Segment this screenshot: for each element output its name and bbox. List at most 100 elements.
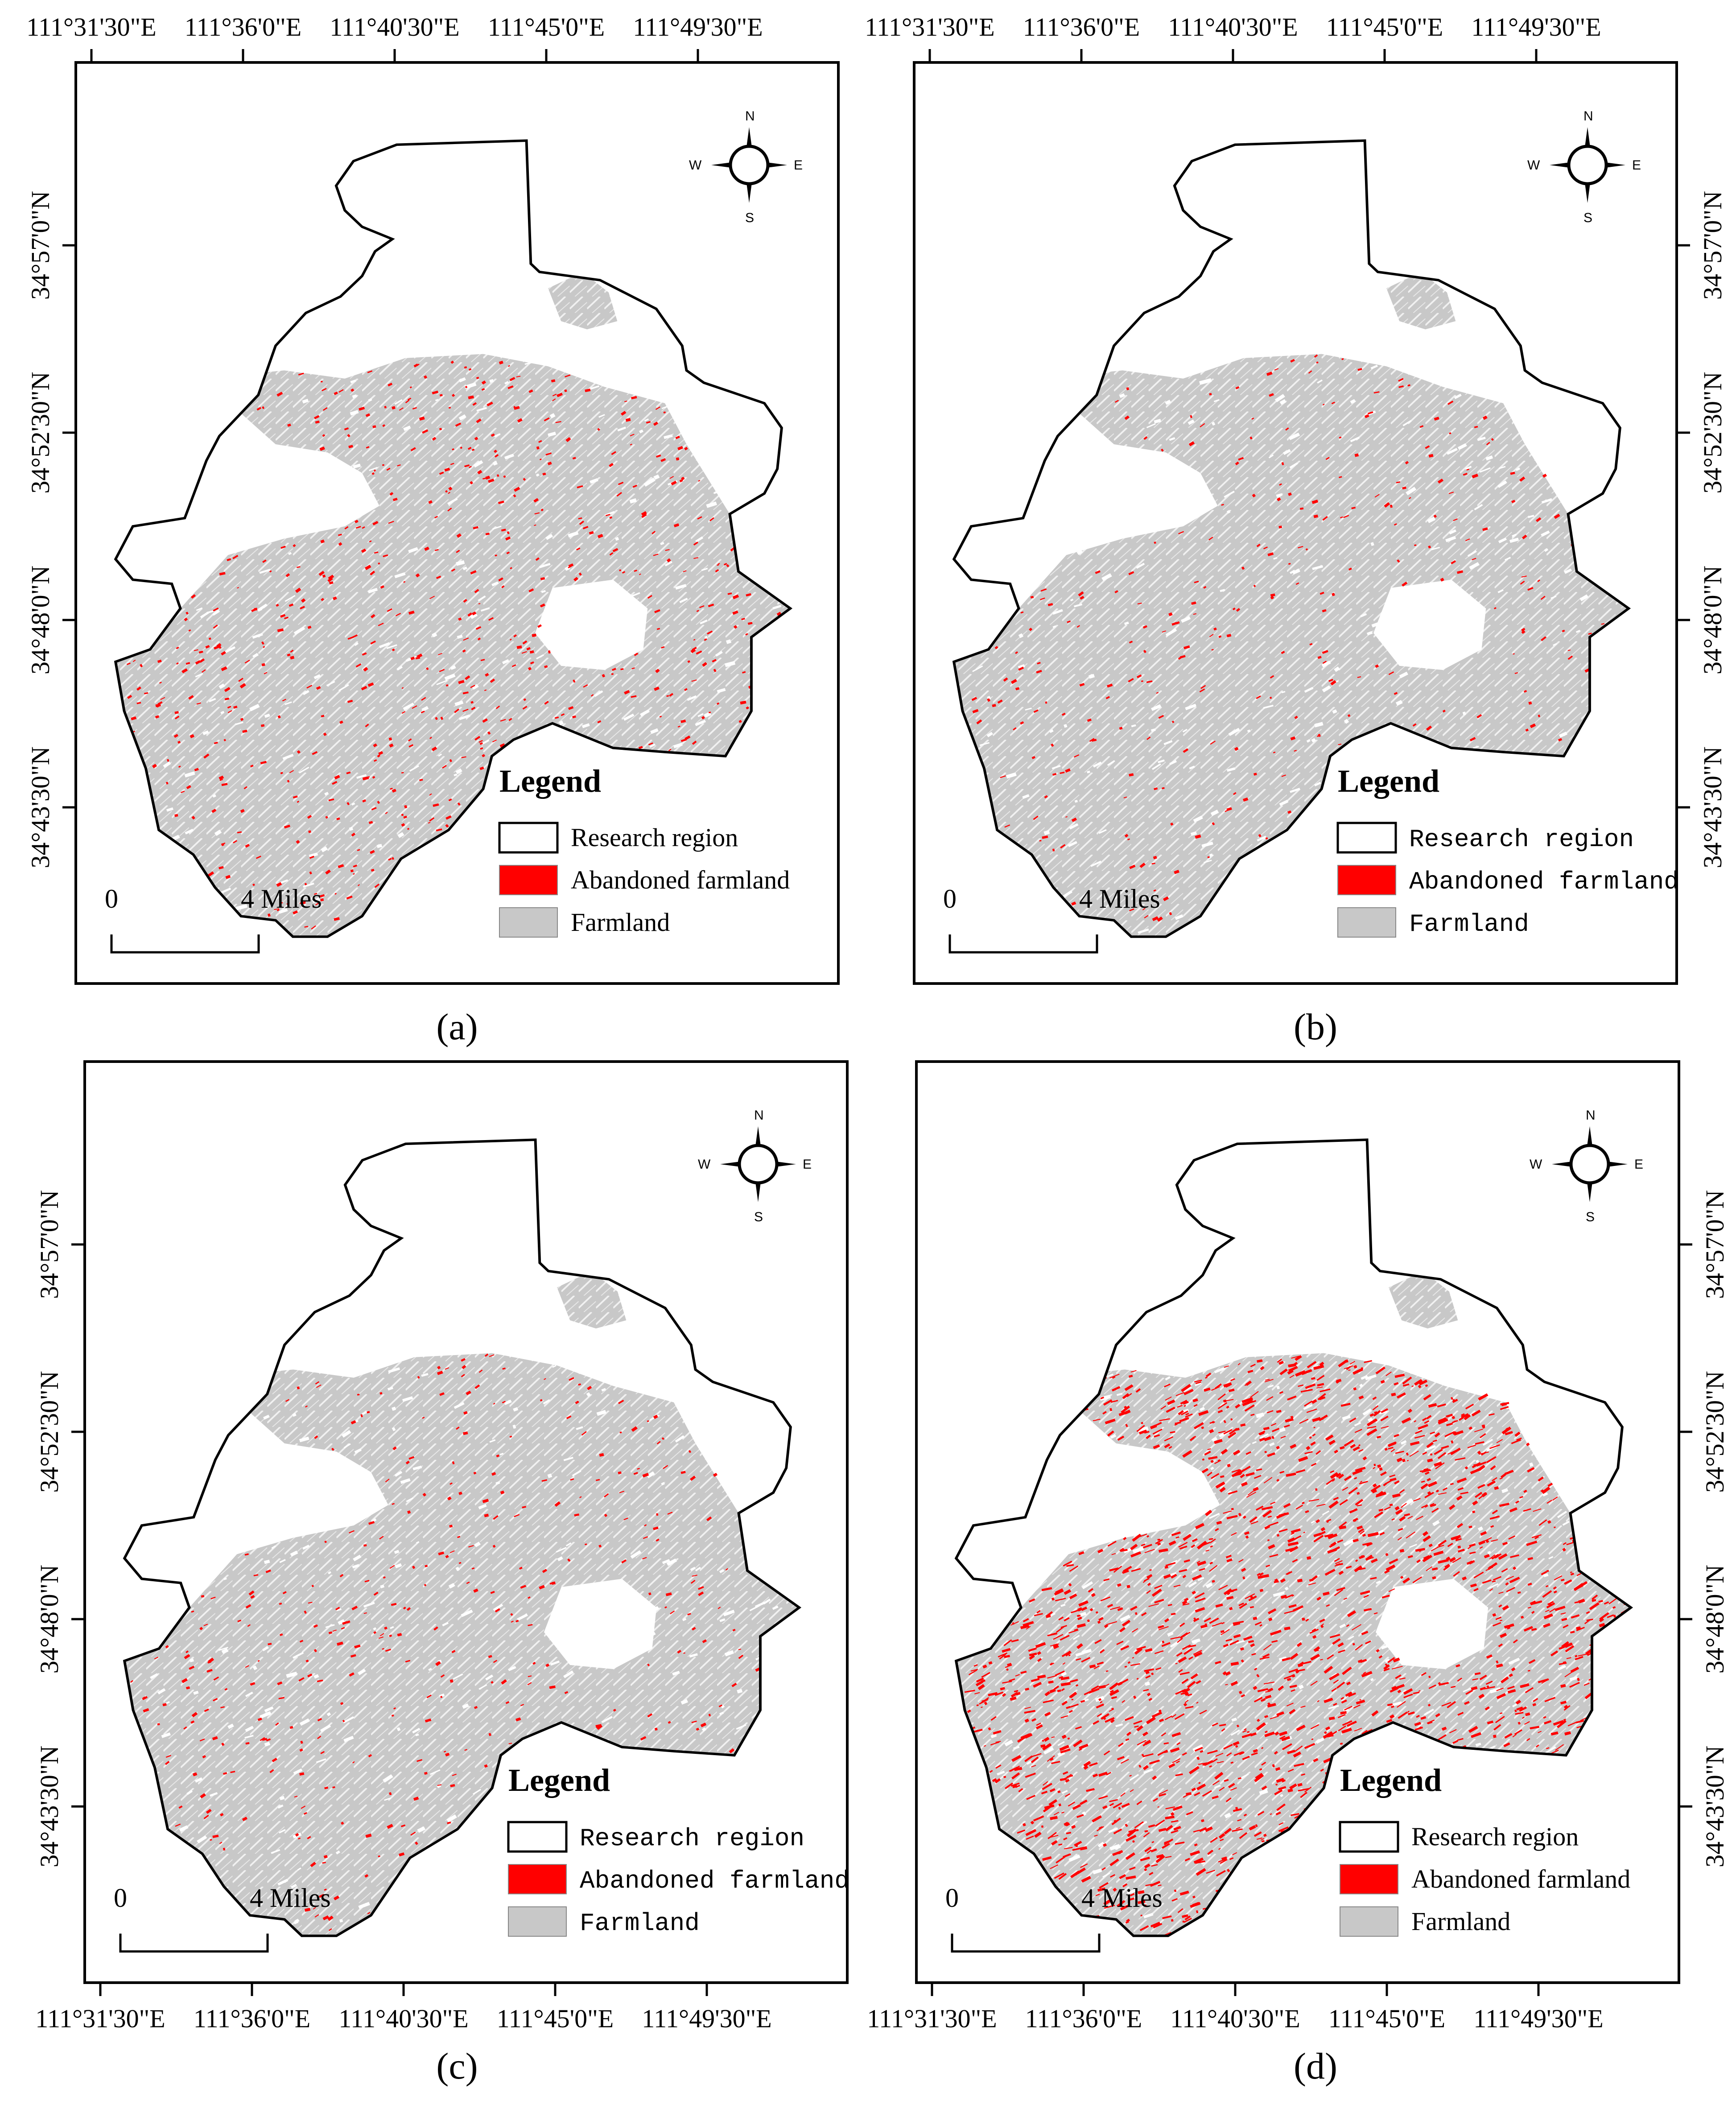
legend-title: Legend [1340,1762,1442,1798]
compass-e-label: E [803,1157,812,1172]
longitude-tick-label: 111°36'0"E [194,2004,310,2033]
legend-item-label: Farmland [1409,910,1529,938]
compass-e-label: E [1634,1157,1643,1172]
legend-swatch [508,1864,567,1894]
legend-item-label: Abandoned farmland [1409,868,1679,896]
legend-swatch [507,1821,568,1853]
map-panel: N S E W Legend Research region Abandoned farml… [26,12,840,985]
legend-swatch [499,865,558,895]
scale-end-label: 4 Miles [1079,884,1160,913]
legend-item-label: Research region [1411,1822,1579,1851]
legend-item-label: Farmland [571,908,670,937]
legend-swatch [1337,907,1396,938]
legend-swatch [499,907,558,938]
latitude-tick-label: 34°48'0"N [1698,566,1727,674]
compass-e-label: E [1632,158,1641,173]
compass-w-label: W [698,1157,711,1172]
legend-swatch [1340,1864,1398,1894]
latitude-tick-label: 34°43'30"N [35,1745,64,1867]
scale-bar: 0 4 Miles [945,1883,1163,1953]
map-panels: N S E W Legend Research region Abandoned farml… [26,12,1729,2087]
abandoned-farmland-marks [126,360,782,930]
latitude-tick-label: 34°57'0"N [1700,1190,1729,1299]
legend-item-label: Abandoned farmland [580,1867,849,1895]
latitude-tick-label: 34°52'30"N [35,1371,64,1492]
latitude-tick-label: 34°48'0"N [35,1565,64,1674]
north-arrow-icon: N S E W [689,109,803,225]
latitude-tick-label: 34°57'0"N [35,1190,64,1299]
legend-swatch [1339,1821,1399,1853]
legend-swatch [1336,822,1397,854]
scale-start-label: 0 [114,1883,127,1913]
map-legend: Legend Research region Abandoned farmland F… [507,1762,849,1938]
legend-item-label: Research region [571,823,738,852]
scale-end-label: 4 Miles [241,884,322,913]
latitude-tick-label: 34°52'30"N [26,372,55,493]
compass-w-label: W [1527,158,1540,173]
compass-w-label: W [689,158,702,173]
north-arrow-icon: N S E W [1530,1108,1643,1224]
longitude-tick-label: 111°45'0"E [497,2004,614,2033]
longitude-tick-label: 111°36'0"E [185,12,301,41]
longitude-tick-label: 111°40'30"E [330,12,459,41]
north-arrow-icon: N S E W [698,1108,812,1224]
longitude-tick-label: 111°31'30"E [867,2004,997,2033]
scale-end-label: 4 Miles [1081,1883,1163,1913]
longitude-tick-label: 111°49'30"E [1473,2004,1603,2033]
legend-item-label: Abandoned farmland [1411,1864,1630,1893]
panel-caption: (d) [1294,2046,1337,2087]
longitude-tick-label: 111°40'30"E [338,2004,468,2033]
longitude-tick-label: 111°40'30"E [1170,2004,1300,2033]
compass-s-label: S [745,211,754,225]
longitude-tick-label: 111°49'30"E [1471,12,1601,41]
legend-title: Legend [1338,763,1439,799]
longitude-tick-label: 111°45'0"E [1326,12,1443,41]
legend-item-label: Abandoned farmland [571,865,790,894]
scale-start-label: 0 [105,884,118,913]
latitude-tick-label: 34°48'0"N [1700,1565,1729,1674]
legend-title: Legend [508,1762,610,1798]
longitude-tick-label: 111°49'30"E [642,2004,771,2033]
scale-bar: 0 4 Miles [105,884,322,954]
legend-swatch [498,822,559,854]
map-panel: N S E W Legend Research region Abandoned farml… [865,12,1727,985]
scale-bar: 0 4 Miles [943,884,1160,954]
latitude-tick-label: 34°57'0"N [1698,191,1727,300]
longitude-tick-label: 111°40'30"E [1168,12,1298,41]
compass-n-label: N [1586,1108,1596,1123]
map-legend: Legend Research region Abandoned farmland F… [1339,1762,1630,1937]
abandoned-farmland-marks [971,354,1629,922]
abandoned-farmland-marks [130,1353,762,1931]
compass-n-label: N [745,109,755,124]
legend-item-label: Research region [1409,825,1634,854]
compass-s-label: S [1583,211,1592,225]
panel-caption: (a) [436,1006,478,1048]
latitude-tick-label: 34°52'30"N [1698,372,1727,493]
legend-swatch [1337,865,1396,895]
longitude-tick-label: 111°49'30"E [633,12,763,41]
legend-swatch [1340,1906,1398,1937]
compass-e-label: E [794,158,803,173]
scale-bar: 0 4 Miles [114,1883,331,1953]
panel-caption: (c) [436,2046,478,2087]
map-legend: Legend Research region Abandoned farmland F… [1336,763,1679,938]
map-panel: N S E W Legend Research region Abandoned farml… [35,1060,849,2033]
abandoned-farmland-marks [964,1355,1630,1936]
longitude-tick-label: 111°31'30"E [35,2004,165,2033]
latitude-tick-label: 34°52'30"N [1700,1371,1729,1492]
longitude-tick-label: 111°31'30"E [26,12,156,41]
legend-item-label: Farmland [580,1909,700,1938]
legend-item-label: Research region [580,1824,804,1853]
latitude-tick-label: 34°43'30"N [1698,746,1727,868]
compass-w-label: W [1530,1157,1542,1172]
longitude-tick-label: 111°31'30"E [865,12,994,41]
compass-n-label: N [1583,109,1593,124]
latitude-tick-label: 34°43'30"N [1700,1745,1729,1867]
legend-item-label: Farmland [1411,1907,1510,1936]
panel-caption: (b) [1294,1006,1337,1048]
longitude-tick-label: 111°36'0"E [1025,2004,1142,2033]
compass-s-label: S [754,1210,763,1224]
map-legend: Legend Research region Abandoned farmland F… [498,763,790,938]
latitude-tick-label: 34°57'0"N [26,191,55,300]
